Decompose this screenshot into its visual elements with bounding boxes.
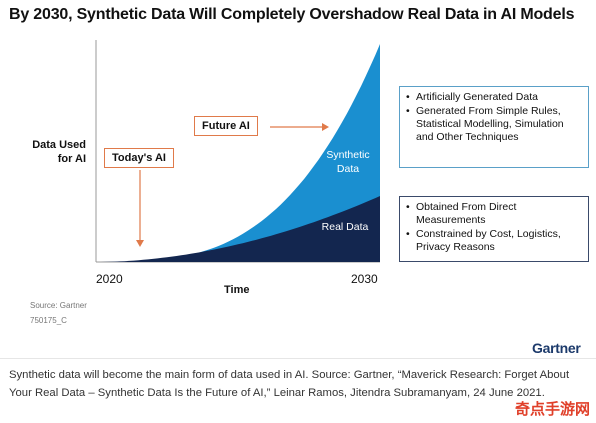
synthetic-area-label: Synthetic Data (316, 148, 380, 176)
x-tick-2030: 2030 (351, 272, 378, 286)
synthetic-data-area (96, 44, 380, 262)
synthetic-data-legend: Artificially Generated Data Generated Fr… (399, 86, 589, 168)
chart (95, 40, 380, 263)
todays-ai-arrowhead (136, 240, 144, 247)
real-bullet-1: Obtained From Direct Measurements (406, 201, 582, 227)
real-area-label: Real Data (318, 220, 372, 234)
real-data-legend: Obtained From Direct Measurements Constr… (399, 196, 589, 262)
future-ai-label: Future AI (194, 116, 258, 136)
y-axis-label-line1: Data Used (32, 139, 86, 151)
todays-ai-label: Today's AI (104, 148, 174, 168)
gartner-logo: Gartner (532, 340, 581, 356)
real-data-area (96, 196, 380, 262)
figure-caption: Synthetic data will become the main form… (9, 369, 570, 399)
figure-code: 750175_C (30, 316, 67, 325)
source-note: Source: Gartner (30, 301, 87, 310)
x-axis-label: Time (224, 284, 250, 296)
y-axis-label-line2: for AI (57, 153, 86, 165)
synthetic-bullet-2: Generated From Simple Rules, Statistical… (406, 105, 582, 144)
real-area-label-text: Real Data (321, 221, 369, 233)
divider (0, 358, 596, 359)
future-ai-arrowhead (322, 123, 329, 131)
synthetic-bullet-1: Artificially Generated Data (406, 91, 582, 104)
page-title: By 2030, Synthetic Data Will Completely … (9, 6, 575, 23)
y-axis-label: Data Used for AI (20, 138, 86, 166)
watermark-logo: 奇点手游网 (514, 401, 590, 418)
real-bullet-2: Constrained by Cost, Logistics, Privacy … (406, 228, 582, 254)
x-tick-2020: 2020 (96, 272, 123, 286)
synthetic-area-label-text: Synthetic Data (326, 149, 370, 175)
